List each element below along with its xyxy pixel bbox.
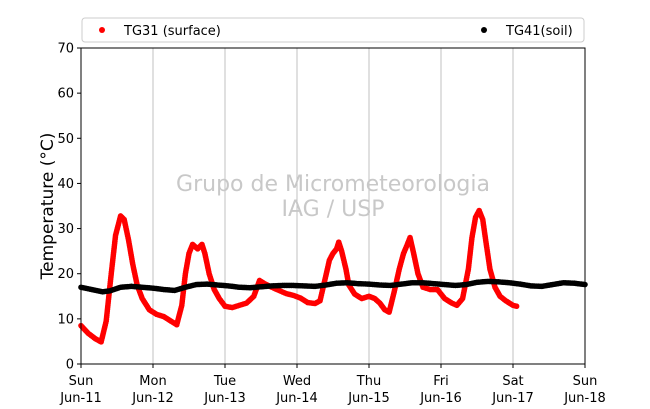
watermark-line-2: IAG / USP xyxy=(282,197,385,222)
legend-marker-soil xyxy=(481,27,487,33)
legend-marker-surface xyxy=(99,27,105,33)
x-tick-weekday-7: Sun xyxy=(573,374,598,389)
x-tick-date-0: Jun-11 xyxy=(59,391,102,406)
y-tick-label-40: 40 xyxy=(57,177,74,192)
y-tick-label-0: 0 xyxy=(66,358,74,373)
series-0 xyxy=(78,207,520,345)
x-tick-weekday-5: Fri xyxy=(433,374,449,389)
x-tick-date-6: Jun-17 xyxy=(491,391,534,406)
y-tick-label-60: 60 xyxy=(57,87,74,102)
x-tick-date-1: Jun-12 xyxy=(131,391,174,406)
y-tick-label-70: 70 xyxy=(57,42,74,57)
grid-lines xyxy=(152,48,514,364)
x-tick-date-2: Jun-13 xyxy=(203,391,246,406)
x-tick-date-4: Jun-15 xyxy=(347,391,390,406)
x-tick-weekday-2: Tue xyxy=(213,374,236,389)
y-tick-label-10: 10 xyxy=(57,312,74,327)
point-0-589 xyxy=(513,303,520,310)
y-tick-label-20: 20 xyxy=(57,267,74,282)
x-tick-weekday-3: Wed xyxy=(283,374,311,389)
x-tick-weekday-0: Sun xyxy=(69,374,94,389)
x-tick-weekday-6: Sat xyxy=(502,374,523,389)
x-tick-weekday-4: Thu xyxy=(356,374,381,389)
y-axis-label: Temperature (°C) xyxy=(38,133,58,281)
x-tick-date-7: Jun-18 xyxy=(563,391,606,406)
plot-background xyxy=(81,48,585,364)
watermark-line-1: Grupo de Micrometeorologia xyxy=(176,172,490,197)
legend-box xyxy=(81,17,585,43)
series-points xyxy=(78,207,588,345)
x-tick-weekday-1: Mon xyxy=(139,374,166,389)
y-axis: 0 10 20 30 40 50 60 70 xyxy=(57,42,81,373)
x-tick-date-5: Jun-16 xyxy=(419,391,462,406)
x-tick-date-3: Jun-14 xyxy=(275,391,318,406)
plot-frame xyxy=(80,47,586,365)
legend: TG31 (surface) TG41(soil) xyxy=(81,17,585,43)
x-axis: Sun Jun-11 Mon Jun-12 Tue Jun-13 Wed Jun-14 Thu J… xyxy=(59,364,606,406)
y-tick-label-50: 50 xyxy=(57,132,74,147)
legend-label-soil: TG41(soil) xyxy=(505,24,573,39)
legend-label-surface: TG31 (surface) xyxy=(123,24,221,39)
series-1 xyxy=(78,278,588,295)
y-tick-label-30: 30 xyxy=(57,222,74,237)
